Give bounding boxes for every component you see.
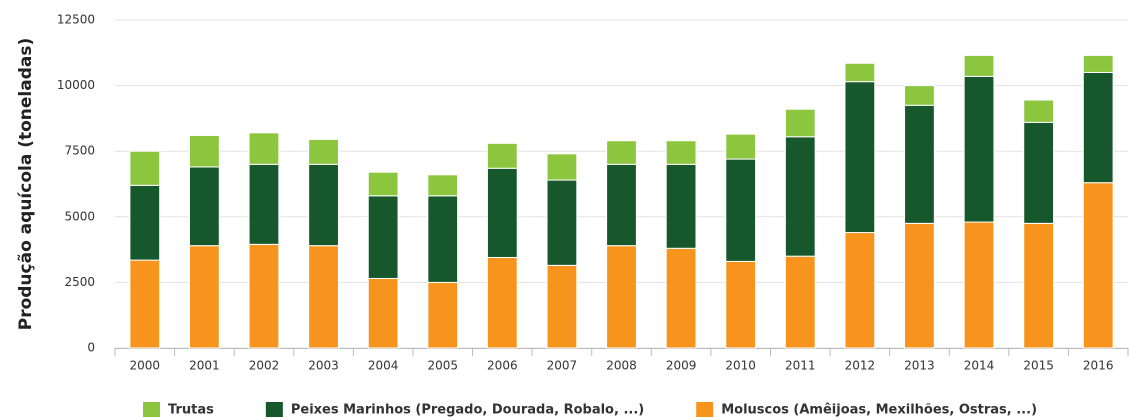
bar-segment [367,277,399,349]
bar-segment [427,195,459,283]
bar-segment [129,259,161,349]
legend-label: Peixes Marinhos (Pregado, Dourada, Robal… [291,403,644,418]
bar-segment [486,142,518,169]
bar-segment [248,163,280,245]
bar-segment [308,138,339,165]
bar-segment [129,150,161,186]
y-tick-label: 5000 [64,209,95,223]
bar-segment [188,166,220,247]
legend-swatch [696,402,714,417]
x-tick-label: 2005 [427,359,458,373]
bar-segment [1023,99,1055,123]
bar-segment [1082,54,1114,73]
bar-segment [665,163,697,249]
legend-label: Trutas [168,403,214,418]
bar-segment [963,221,995,349]
bar-segment [725,158,757,262]
bar-segment [367,171,399,197]
bar-segment [963,54,995,77]
bar-segment [606,245,637,349]
x-tick-label: 2004 [368,359,399,373]
x-tick-label: 2009 [666,359,697,373]
bar-segment [188,245,220,349]
legend-label: Moluscos (Amêijoas, Mexilhões, Ostras, .… [721,403,1037,418]
bar-segment [248,243,280,349]
bar-segment [725,133,757,160]
y-tick-label: 10000 [57,78,95,92]
bar-segment [248,132,280,165]
x-tick-label: 2007 [547,359,578,373]
y-tick-label: 7500 [64,144,95,158]
x-tick-label: 2006 [487,359,518,373]
bar-segment [784,108,816,138]
y-tick-label: 2500 [64,275,95,289]
legend-swatch [265,402,283,417]
x-tick-label: 2000 [130,359,161,373]
bar-segment [427,174,459,197]
bar-segment [367,195,399,279]
bar-segment [904,104,935,224]
bar-segment [486,167,518,258]
x-tick-label: 2011 [785,359,816,373]
x-tick-label: 2013 [904,359,935,373]
y-tick-label: 12500 [57,13,95,27]
bar-segment [188,134,220,168]
bar-segment [546,179,578,266]
x-tick-label: 2012 [845,359,876,373]
bar-segment [904,85,935,106]
bar-segment [427,281,459,349]
x-tick-label: 2014 [964,359,995,373]
bar-segment [963,75,995,223]
bar-segment [606,163,637,247]
bar-segment [844,232,876,349]
bar-segment [308,245,339,349]
bar-segment [844,62,876,83]
bar-segment [784,136,816,257]
x-tick-label: 2002 [249,359,280,373]
bar-segment [725,260,757,349]
bar-segment [486,256,518,349]
legend-swatch [143,402,160,417]
bar-segment [1023,222,1055,349]
bar-segment [546,264,578,349]
bar-segment [308,163,339,247]
x-tick-label: 2010 [725,359,756,373]
bar-segment [606,140,637,165]
y-tick-label: 0 [87,341,95,355]
bar-segment [665,140,697,165]
bar-segment [844,81,876,234]
x-tick-label: 2016 [1083,359,1114,373]
bar-segment [1023,121,1055,224]
bar-segment [1082,71,1114,184]
x-tick-label: 2015 [1023,359,1054,373]
x-tick-label: 2003 [308,359,339,373]
x-tick-label: 2008 [606,359,637,373]
x-tick-label: 2001 [189,359,220,373]
bar-segment [129,184,161,261]
bar-segment [665,247,697,349]
bar-segment [546,153,578,181]
bar-segment [784,255,816,349]
bar-segment [1082,182,1114,349]
bar-segment [904,222,935,349]
y-axis-label: Produção aquícola (toneladas) [16,38,36,331]
